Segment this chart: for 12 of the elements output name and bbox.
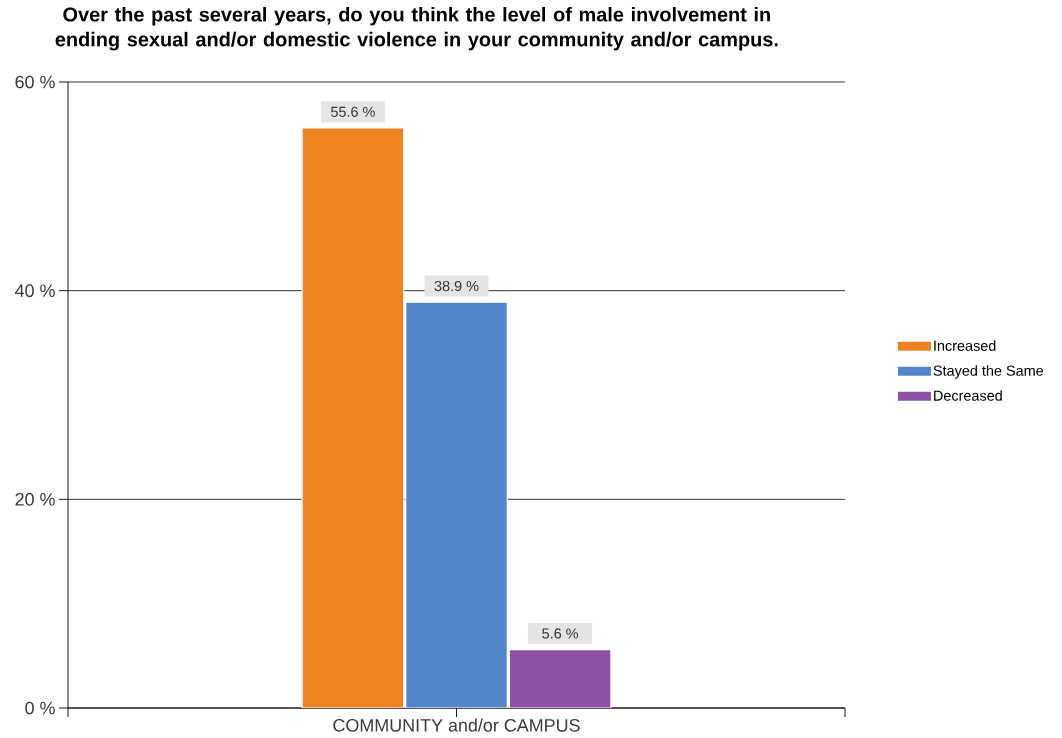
y-tick-label: 40 % [15, 284, 55, 298]
chart-title: Over the past several years, do you think the level of male involvement in ending sexual and/or domestic violence in your community and/or campus. [55, 6, 778, 51]
y-tick-label: 60 % [15, 75, 55, 89]
data-label: 55.6 % [330, 106, 375, 117]
x-tick-label: COMMUNITY and/or CAMPUS [333, 718, 580, 732]
legend-label: Stayed the Same [933, 365, 1044, 379]
legend-label: Decreased [934, 390, 1002, 401]
y-tick-label: 20 % [15, 492, 55, 506]
y-tick-label: 0 % [25, 701, 55, 715]
data-label: 38.9 % [434, 280, 479, 292]
data-label: 5.6 % [542, 628, 579, 639]
legend-label: Increased [934, 340, 996, 351]
